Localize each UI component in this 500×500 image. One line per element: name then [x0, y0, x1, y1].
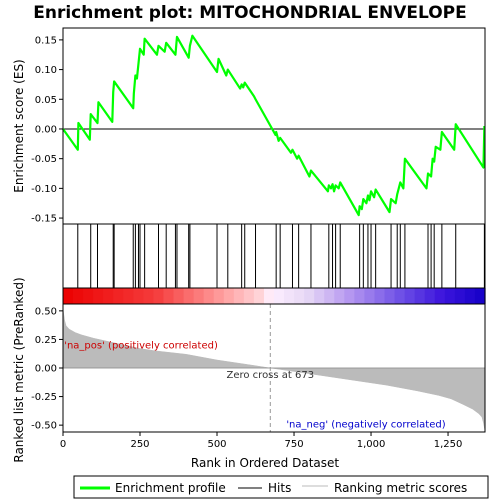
rank-color-band-segment	[143, 288, 155, 304]
x-tick-label: 500	[207, 439, 226, 450]
top-y-tick-label: -0.05	[31, 154, 57, 165]
legend-profile-label: Enrichment profile	[115, 481, 226, 495]
legend-box	[73, 475, 489, 499]
rank-color-band-segment	[334, 288, 345, 304]
rank-color-band-segment	[324, 288, 335, 304]
top-y-tick-label: 0.00	[35, 124, 57, 135]
rank-color-band-segment	[424, 288, 436, 304]
bottom-y-tick-label: -0.25	[31, 392, 57, 403]
rank-color-band-segment	[213, 288, 225, 304]
rank-color-band-segment	[123, 288, 134, 304]
rank-color-band-segment	[243, 288, 255, 304]
rank-color-band-segment	[454, 288, 466, 304]
x-tick-label: 250	[130, 439, 149, 450]
rank-color-band-segment	[354, 288, 366, 304]
hits-panel	[62, 223, 486, 305]
bottom-y-tick-label: -0.50	[31, 421, 57, 432]
top-y-tick-label: 0.05	[35, 95, 57, 106]
rank-color-band-segment	[153, 288, 165, 304]
rank-color-band-segment	[163, 288, 175, 304]
top-y-axis-label: Enrichment score (ES)	[12, 59, 26, 192]
rank-color-band-segment	[294, 288, 305, 304]
bottom-y-tick-label: 0.50	[35, 306, 57, 317]
rank-color-band-segment	[394, 288, 406, 304]
rank-color-band-segment	[193, 288, 205, 304]
rank-color-band-segment	[434, 288, 446, 304]
legend-metric-label: Ranking metric scores	[334, 481, 467, 495]
rank-color-band-segment	[444, 288, 456, 304]
rank-color-band-segment	[404, 288, 416, 304]
x-axis: 0 250 500 750 1,000 1,250	[60, 432, 463, 450]
rank-color-band-segment	[263, 288, 275, 304]
rank-color-band-segment	[233, 288, 245, 304]
rank-color-band-segment	[384, 288, 396, 304]
rank-color-band-segment	[183, 288, 195, 304]
chart-title: Enrichment plot: MITOCHONDRIAL ENVELOPE	[33, 3, 466, 23]
rank-color-band-segment	[344, 288, 355, 304]
rank-color-band-segment	[364, 288, 376, 304]
rank-color-band-segment	[83, 288, 94, 304]
ranking-metric-panel: Zero cross at 673 'na_pos' (positively co…	[31, 303, 486, 433]
hits-background	[63, 224, 485, 288]
rank-color-band-segment	[73, 288, 84, 304]
top-y-tick-label: 0.15	[35, 35, 57, 46]
bottom-y-tick-label: 0.25	[35, 335, 57, 346]
rank-color-band-segment	[173, 288, 185, 304]
legend: Enrichment profile Hits Ranking metric s…	[73, 475, 489, 499]
rank-color-band-segment	[203, 288, 215, 304]
x-tick-label: 750	[284, 439, 303, 450]
top-y-tick-label: 0.10	[35, 65, 57, 76]
enrichment-score-panel: 0.15 0.10 0.05 0.00 -0.05 -0.10 -0.15	[31, 27, 486, 225]
rank-color-band-segment	[274, 288, 285, 304]
rank-color-band-segment	[223, 288, 235, 304]
top-y-tick-label: -0.10	[31, 184, 57, 195]
rank-color-band-segment	[464, 288, 476, 304]
legend-hits-label: Hits	[268, 481, 291, 495]
rank-color-band-segment	[474, 288, 486, 304]
rank-color-band-segment	[113, 288, 124, 304]
rank-color-band-segment	[133, 288, 144, 304]
x-tick-label: 0	[60, 439, 66, 450]
bottom-y-axis-label: Ranked list metric (PreRanked)	[12, 277, 26, 462]
negative-correlation-label: 'na_neg' (negatively correlated)	[286, 419, 445, 430]
rank-color-band-segment	[304, 288, 315, 304]
rank-color-band-segment	[253, 288, 265, 304]
rank-color-band-segment	[314, 288, 325, 304]
rank-color-band-segment	[284, 288, 295, 304]
bottom-plot-frame	[62, 303, 486, 433]
enrichment-profile-line	[62, 34, 486, 217]
bottom-y-tick-label: 0.00	[35, 364, 57, 375]
x-tick-label: 1,250	[434, 439, 463, 450]
positive-correlation-label: 'na_pos' (positively correlated)	[64, 341, 218, 352]
x-tick-label: 1,000	[357, 439, 386, 450]
x-axis-label: Rank in Ordered Dataset	[191, 456, 339, 470]
zero-cross-label: Zero cross at 673	[226, 370, 314, 381]
rank-color-band-segment	[93, 288, 104, 304]
rank-color-band-segment	[374, 288, 386, 304]
rank-color-band-segment	[103, 288, 114, 304]
top-y-tick-label: -0.15	[31, 214, 57, 225]
rank-color-band-segment	[414, 288, 426, 304]
top-plot-background	[63, 28, 485, 224]
rank-color-band-segment	[63, 288, 74, 304]
